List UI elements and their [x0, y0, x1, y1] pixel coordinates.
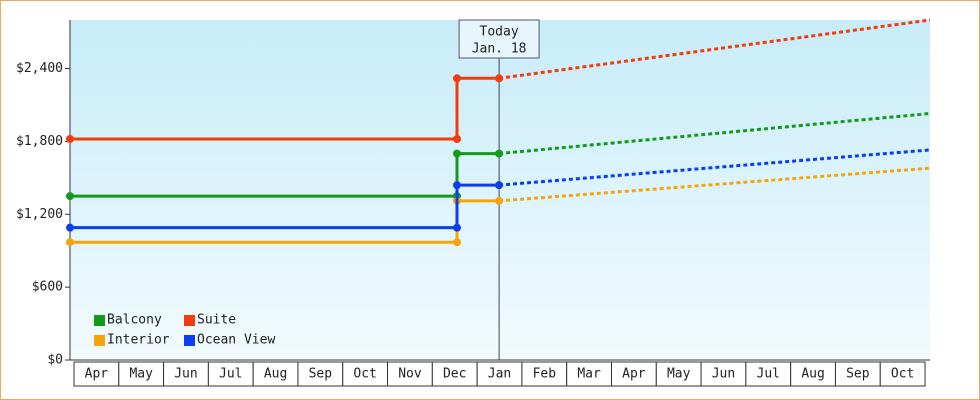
- point: [66, 238, 74, 247]
- x-tick-label: Jul: [757, 367, 780, 382]
- x-tick-label: Dec: [443, 367, 466, 382]
- x-tick-label: Aug: [264, 367, 287, 382]
- point: [495, 74, 504, 83]
- x-tick-cell: [73, 361, 120, 387]
- point: [495, 181, 504, 190]
- x-tick-cell: [566, 361, 612, 387]
- plot-area: [70, 20, 930, 360]
- x-tick-label: May: [667, 367, 691, 382]
- x-tick-cell: [252, 361, 299, 387]
- legend-label: Balcony: [107, 313, 162, 328]
- today-box: [458, 19, 540, 59]
- point: [66, 135, 74, 143]
- x-tick-cell: [118, 361, 165, 387]
- point: [453, 135, 461, 143]
- legend-swatch: [184, 315, 195, 326]
- x-tick-cell: [745, 361, 792, 387]
- x-tick-label: May: [129, 367, 153, 382]
- x-tick-label: Nov: [398, 367, 422, 382]
- legend-label: Interior: [107, 333, 170, 348]
- y-tick-label: $1,800: [16, 134, 63, 149]
- legend-swatch: [94, 335, 105, 346]
- legend-swatch: [184, 335, 195, 346]
- legend-swatch: [94, 315, 105, 326]
- point: [453, 181, 461, 190]
- x-tick-label: Aug: [801, 367, 824, 382]
- y-tick-label: $0: [47, 353, 63, 368]
- series-line: [70, 152, 500, 198]
- x-tick-label: Jun: [712, 367, 735, 382]
- point: [453, 223, 461, 232]
- forecast-line: [498, 18, 931, 80]
- point: [66, 192, 74, 201]
- point: [66, 223, 74, 232]
- y-tick-label: $2,400: [16, 61, 63, 76]
- forecast-line: [498, 112, 931, 156]
- x-tick-label: Mar: [577, 367, 601, 382]
- x-tick-label: Oct: [891, 367, 914, 382]
- point: [453, 74, 461, 83]
- x-tick-label: Oct: [353, 367, 376, 382]
- x-tick-label: Feb: [533, 367, 557, 382]
- legend-label: Ocean View: [197, 333, 275, 348]
- x-tick-cell: [879, 361, 926, 387]
- y-tick-label: $1,200: [16, 207, 63, 222]
- today-label: Today: [480, 25, 519, 40]
- x-tick-cell: [163, 361, 209, 387]
- forecast-line: [498, 166, 931, 203]
- point: [453, 149, 461, 158]
- x-tick-label: Jun: [174, 367, 197, 382]
- x-tick-label: Jul: [219, 367, 242, 382]
- x-tick-cell: [700, 361, 747, 387]
- x-tick-label: Apr: [85, 367, 109, 382]
- point: [495, 149, 504, 158]
- series-line: [70, 76, 500, 141]
- series-line: [70, 183, 500, 230]
- point: [495, 196, 504, 205]
- x-tick-cell: [834, 361, 881, 387]
- x-tick-cell: [387, 361, 433, 387]
- x-tick-label: Sep: [309, 367, 333, 382]
- point: [453, 238, 461, 247]
- y-tick-label: $600: [32, 280, 63, 295]
- x-tick-cell: [207, 361, 254, 387]
- today-label: Jan. 18: [472, 42, 527, 57]
- forecast-line: [498, 148, 931, 187]
- x-tick-label: Jan: [488, 367, 511, 382]
- x-tick-label: Sep: [846, 367, 870, 382]
- x-tick-cell: [476, 361, 523, 387]
- x-tick-label: Apr: [622, 367, 646, 382]
- legend-label: Suite: [197, 313, 236, 328]
- x-tick-cell: [611, 361, 657, 387]
